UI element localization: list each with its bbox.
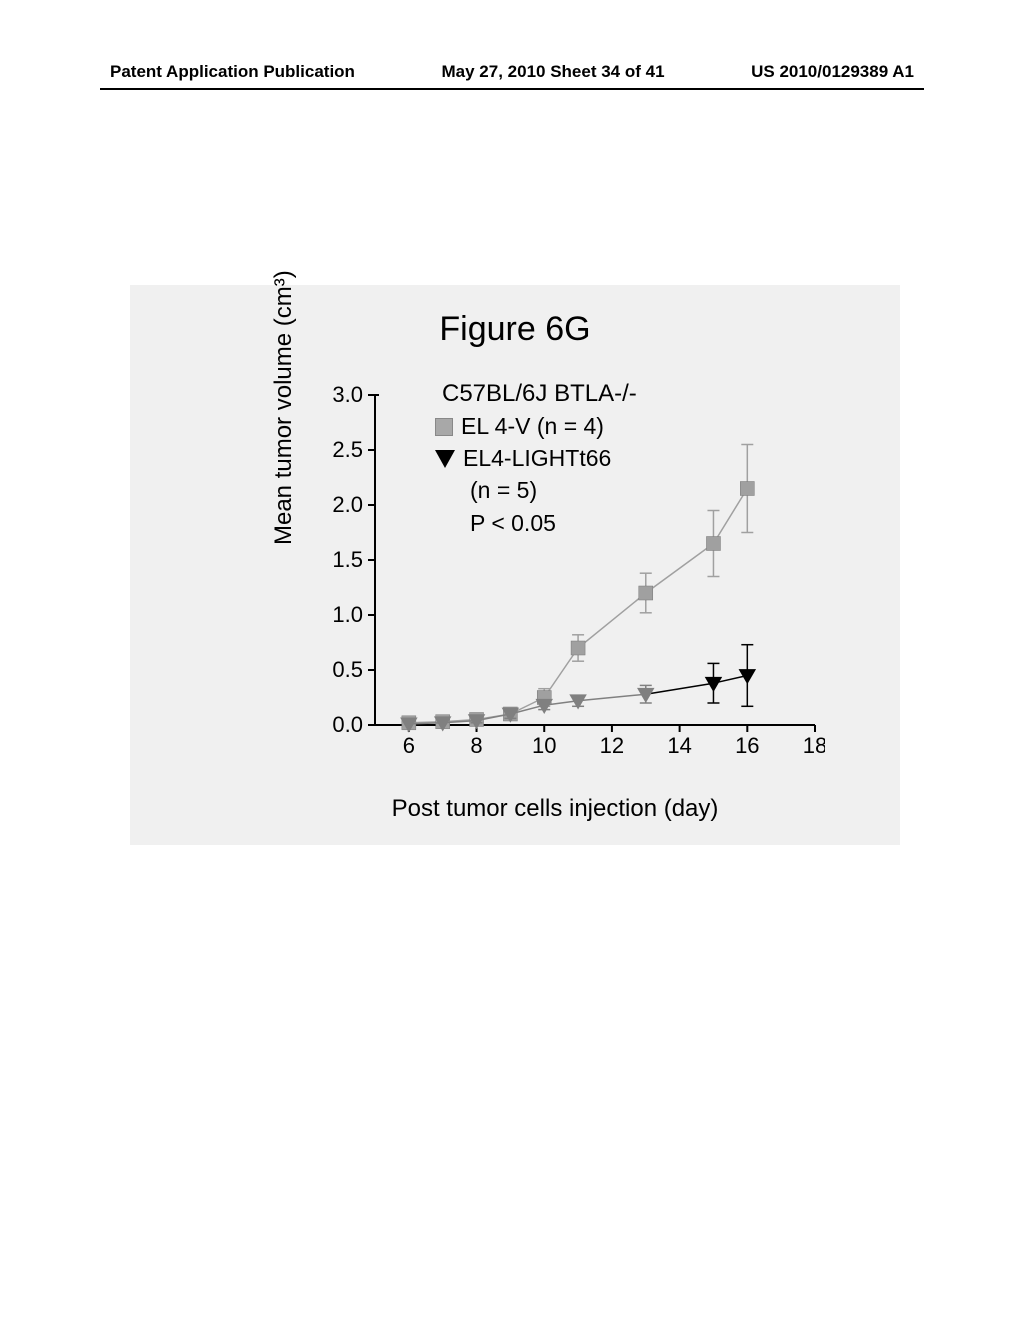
svg-text:0.5: 0.5	[332, 657, 363, 682]
y-axis-label: Mean tumor volume (cm³)	[270, 270, 298, 545]
header-left: Patent Application Publication	[110, 62, 355, 82]
page-header: Patent Application Publication May 27, 2…	[0, 62, 1024, 82]
svg-text:0.0: 0.0	[332, 712, 363, 737]
figure-title: Figure 6G	[130, 310, 900, 349]
header-center: May 27, 2010 Sheet 34 of 41	[442, 62, 665, 82]
header-right: US 2010/0129389 A1	[751, 62, 914, 82]
figure-panel: Figure 6G Mean tumor volume (cm³) Post t…	[130, 285, 900, 845]
svg-text:3.0: 3.0	[332, 385, 363, 407]
svg-text:12: 12	[600, 733, 624, 758]
svg-text:1.0: 1.0	[332, 602, 363, 627]
svg-text:18: 18	[803, 733, 825, 758]
svg-text:2.5: 2.5	[332, 437, 363, 462]
svg-text:14: 14	[667, 733, 691, 758]
svg-text:2.0: 2.0	[332, 492, 363, 517]
svg-text:10: 10	[532, 733, 556, 758]
svg-text:6: 6	[403, 733, 415, 758]
chart-plot: 0.0 0.5 1.0 1.5 2.0 2.5 3.0 6 8 10 12 14 16 18	[305, 385, 825, 775]
svg-text:8: 8	[470, 733, 482, 758]
svg-text:16: 16	[735, 733, 759, 758]
x-axis-label: Post tumor cells injection (day)	[130, 795, 900, 823]
svg-text:1.5: 1.5	[332, 547, 363, 572]
header-rule	[100, 88, 924, 90]
